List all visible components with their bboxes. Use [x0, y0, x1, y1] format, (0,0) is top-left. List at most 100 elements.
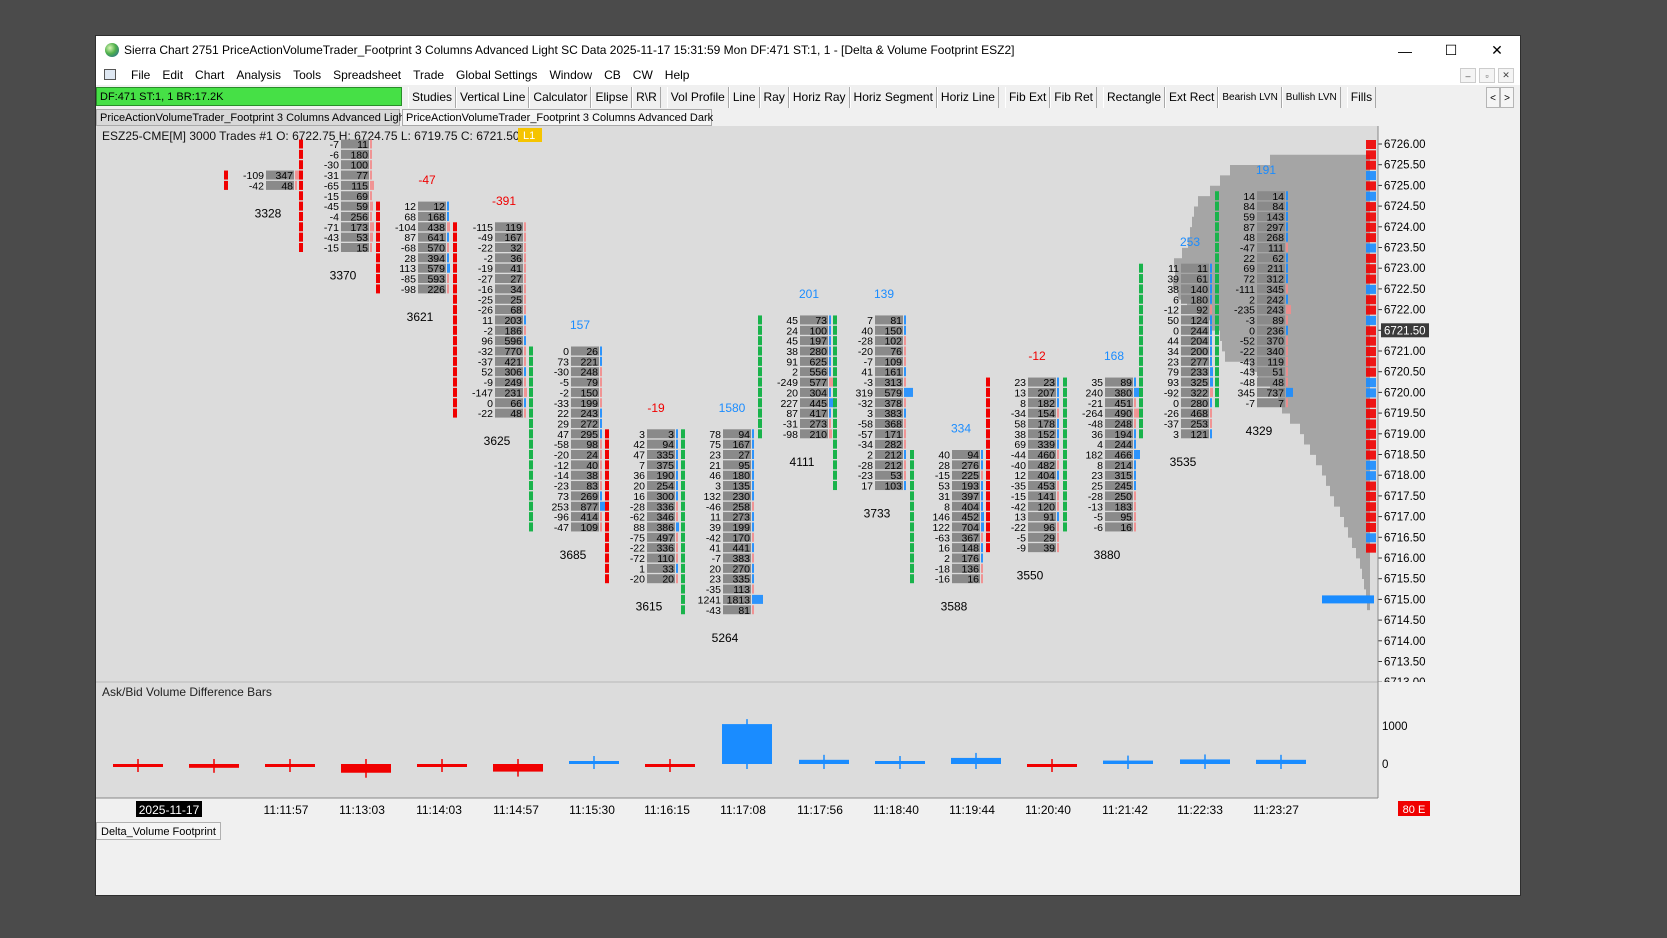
line-button[interactable]: Line — [728, 87, 760, 108]
ext-rect-button[interactable]: Ext Rect — [1165, 87, 1219, 108]
bearish-lvn-button[interactable]: Bearish LVN — [1218, 87, 1282, 108]
horiz-segment-button[interactable]: Horiz Segment — [849, 87, 937, 108]
candle-marker — [529, 481, 533, 491]
footprint-volume-box — [723, 481, 751, 491]
elipse-button[interactable]: Elipse — [591, 87, 633, 108]
candle-marker — [529, 387, 533, 397]
footprint-volume-box — [647, 512, 675, 522]
menu-chart[interactable]: Chart — [195, 68, 225, 82]
edge-volume-mark — [1366, 160, 1376, 170]
footprint-imbalance-bar — [904, 439, 906, 449]
candle-marker — [1215, 305, 1219, 315]
footprint-imbalance-bar — [1134, 491, 1136, 501]
menu-edit[interactable]: Edit — [162, 68, 184, 82]
price-axis-label: 6722.50 — [1384, 284, 1426, 296]
footprint-imbalance-bar — [1286, 325, 1288, 335]
footprint-volume-cell: 39 — [1043, 543, 1055, 555]
studies-button[interactable]: Studies — [408, 87, 457, 108]
close-button[interactable]: ✕ — [1491, 42, 1503, 58]
toolbar-scroll-left-button[interactable]: < — [1486, 87, 1500, 108]
edge-volume-mark — [1366, 533, 1376, 543]
footprint-volume-cell: 370 — [1266, 336, 1284, 348]
candle-marker — [605, 543, 609, 553]
candle-marker — [1063, 429, 1067, 439]
footprint-delta-cell: -37 — [478, 356, 493, 368]
footprint-imbalance-bar — [370, 222, 374, 232]
footprint-volume-box — [1028, 429, 1056, 439]
candle-marker — [986, 387, 990, 397]
chart-window-icon[interactable] — [104, 69, 116, 80]
footprint-volume-cell: 89 — [1272, 315, 1284, 327]
menu-trade[interactable]: Trade — [413, 68, 445, 82]
ray-button[interactable]: Ray — [759, 87, 789, 108]
horiz-ray-button[interactable]: Horiz Ray — [788, 87, 850, 108]
edge-volume-mark — [1366, 315, 1376, 325]
mdi-close-button[interactable]: ✕ — [1498, 68, 1514, 83]
chart-tab-delta-volume-footprint[interactable]: Delta_Volume Footprint — [96, 822, 221, 840]
footprint-volume-box — [723, 491, 751, 501]
menu-help[interactable]: Help — [664, 68, 690, 82]
minimize-button[interactable]: — — [1398, 42, 1412, 59]
menu-tools[interactable]: Tools — [293, 68, 322, 82]
footprint-volume-box — [1028, 543, 1056, 553]
maximize-button[interactable]: ☐ — [1444, 42, 1458, 58]
footprint-imbalance-bar — [1286, 243, 1288, 252]
footprint-volume-cell: 40 — [586, 460, 598, 472]
footprint-volume-box — [1105, 522, 1133, 532]
menu-cb[interactable]: CB — [604, 68, 621, 82]
footprint-chart[interactable]: ESZ25-CME[M] 3000 Trades #1 O: 6722.75 H… — [96, 126, 1520, 824]
footprint-delta-cell: -13 — [1088, 501, 1103, 513]
footprint-volume-cell: 89 — [1120, 377, 1132, 389]
menu-cw[interactable]: CW — [632, 68, 653, 82]
menu-spreadsheet[interactable]: Spreadsheet — [333, 68, 402, 82]
footprint-volume-cell: 94 — [662, 439, 674, 451]
footprint-volume-cell: 404 — [1037, 470, 1055, 482]
vol-profile-button[interactable]: Vol Profile — [666, 87, 729, 108]
fib-ret-button[interactable]: Fib Ret — [1050, 87, 1097, 108]
candle-marker — [1139, 284, 1143, 294]
menu-global-settings[interactable]: Global Settings — [456, 68, 538, 82]
menu-analysis[interactable]: Analysis — [236, 68, 282, 82]
calculator-button[interactable]: Calculator — [529, 87, 592, 108]
toolbar-scroll-right-button[interactable]: > — [1500, 87, 1514, 108]
title-bar[interactable]: Sierra Chart 2751 PriceActionVolumeTrade… — [96, 36, 1520, 65]
candle-marker — [529, 439, 533, 449]
footprint-delta-cell: 38 — [786, 346, 798, 358]
horiz-line-button[interactable]: Horiz Line — [936, 87, 999, 108]
footprint-volume-box — [952, 553, 980, 563]
footprint-imbalance-bar — [752, 429, 754, 439]
candle-marker — [1215, 253, 1219, 263]
candle-marker — [833, 336, 837, 346]
bullish-lvn-button[interactable]: Bullish LVN — [1281, 87, 1341, 108]
edge-volume-mark — [1366, 440, 1376, 450]
fib-ext-button[interactable]: Fib Ext — [1004, 87, 1051, 108]
footprint-imbalance-bar — [447, 232, 449, 242]
candle-marker — [1063, 439, 1067, 449]
footprint-delta-cell: -63 — [935, 532, 950, 544]
mdi-minimize-button[interactable]: – — [1460, 68, 1476, 83]
footprint-delta-cell: -42 — [1011, 501, 1026, 513]
footprint-delta-cell: -48 — [1088, 418, 1103, 430]
tab-footprint-light[interactable]: PriceActionVolumeTrader_Footprint 3 Colu… — [96, 109, 408, 126]
mdi-restore-button[interactable]: ▫ — [1479, 68, 1495, 83]
candle-marker — [986, 491, 990, 501]
footprint-delta-cell: -43 — [1240, 367, 1255, 379]
edge-volume-mark — [1366, 171, 1376, 181]
footprint-delta-cell: -47 — [1240, 243, 1255, 255]
menu-window[interactable]: Window — [549, 68, 593, 82]
vertical-line-button[interactable]: Vertical Line — [456, 87, 530, 108]
tab-footprint-dark[interactable]: PriceActionVolumeTrader_Footprint 3 Colu… — [402, 109, 713, 126]
menu-file[interactable]: File — [131, 68, 151, 82]
candle-marker — [529, 367, 533, 377]
footprint-imbalance-bar — [524, 367, 526, 377]
fills-button[interactable]: Fills — [1346, 87, 1377, 108]
footprint-volume-cell: 91 — [1043, 512, 1055, 524]
rectangle-button[interactable]: Rectangle — [1102, 87, 1166, 108]
risk-reward-button[interactable]: R\R — [632, 87, 661, 108]
footprint-volume-cell: 258 — [732, 501, 750, 513]
footprint-delta-cell: -19 — [478, 263, 493, 275]
footprint-volume-box — [1181, 377, 1209, 387]
candle-marker — [833, 470, 837, 480]
footprint-imbalance-bar — [447, 201, 449, 211]
footprint-delta-cell: 2 — [1249, 294, 1255, 306]
